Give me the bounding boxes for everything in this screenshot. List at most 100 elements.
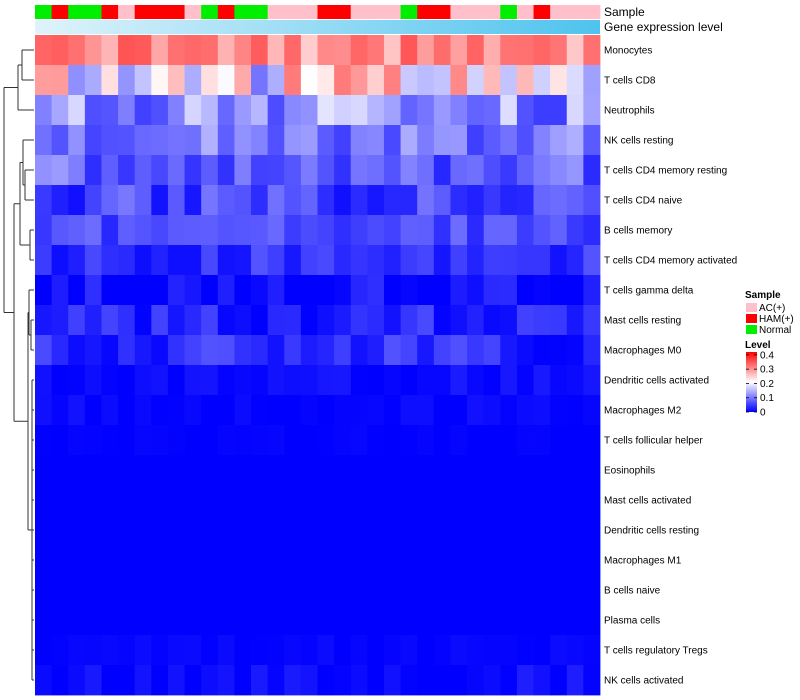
heatmap-cell bbox=[300, 95, 318, 126]
heatmap-cell bbox=[500, 95, 518, 126]
level-tick-label: 0.2 bbox=[760, 379, 774, 390]
heatmap-cell bbox=[483, 335, 501, 366]
heatmap-cell bbox=[566, 515, 584, 546]
heatmap-cell bbox=[516, 365, 534, 396]
heatmap-cell bbox=[267, 605, 285, 636]
heatmap-cell bbox=[583, 275, 601, 306]
heatmap-cell bbox=[151, 605, 169, 636]
heatmap-cell bbox=[400, 395, 418, 426]
heatmap-cell bbox=[51, 545, 69, 576]
row-label: Plasma cells bbox=[604, 616, 660, 627]
heatmap-cell bbox=[35, 485, 53, 516]
heatmap-cell bbox=[35, 545, 53, 576]
heatmap-cell bbox=[251, 635, 269, 666]
heatmap-cell bbox=[84, 245, 102, 276]
heatmap-cell bbox=[184, 335, 202, 366]
sample-annotation-cell bbox=[184, 5, 202, 19]
legend-swatch-ac bbox=[746, 303, 757, 312]
heatmap-cell bbox=[267, 575, 285, 606]
heatmap-cell bbox=[234, 305, 252, 336]
heatmap-cell bbox=[334, 665, 352, 696]
heatmap-cell bbox=[251, 275, 269, 306]
heatmap-cell bbox=[84, 635, 102, 666]
heatmap-cell bbox=[267, 485, 285, 516]
heatmap-cell bbox=[450, 635, 468, 666]
heatmap-cell bbox=[51, 305, 69, 336]
heatmap-cell bbox=[566, 215, 584, 246]
heatmap-cell bbox=[566, 575, 584, 606]
heatmap-cell bbox=[118, 215, 136, 246]
heatmap-cell bbox=[550, 575, 568, 606]
heatmap-cell bbox=[118, 485, 136, 516]
heatmap-cell bbox=[550, 125, 568, 156]
heatmap-cell bbox=[234, 245, 252, 276]
heatmap-cell bbox=[217, 425, 235, 456]
row-label: NK cells activated bbox=[604, 676, 683, 687]
heatmap-cell bbox=[566, 395, 584, 426]
heatmap-cell bbox=[550, 485, 568, 516]
heatmap-cell bbox=[167, 575, 185, 606]
heatmap-cell bbox=[151, 575, 169, 606]
heatmap-cell bbox=[367, 485, 385, 516]
heatmap-cell bbox=[350, 95, 368, 126]
heatmap-cell bbox=[367, 215, 385, 246]
heatmap-cell bbox=[251, 665, 269, 696]
heatmap-cell bbox=[184, 95, 202, 126]
heatmap-cell bbox=[417, 185, 435, 216]
heatmap-cell bbox=[433, 485, 451, 516]
heatmap-cell bbox=[167, 155, 185, 186]
heatmap-cell bbox=[118, 275, 136, 306]
heatmap-cell bbox=[367, 95, 385, 126]
heatmap-cell bbox=[35, 35, 53, 66]
heatmap-cell bbox=[367, 155, 385, 186]
heatmap-cell bbox=[68, 35, 86, 66]
heatmap-cell bbox=[400, 635, 418, 666]
row-label: Dendritic cells resting bbox=[604, 526, 699, 537]
heatmap-cell bbox=[101, 185, 119, 216]
heatmap-cell bbox=[101, 155, 119, 186]
heatmap-cell bbox=[583, 395, 601, 426]
heatmap-cell bbox=[583, 335, 601, 366]
heatmap-cell bbox=[350, 515, 368, 546]
heatmap-cell bbox=[284, 365, 302, 396]
heatmap-cell bbox=[234, 215, 252, 246]
heatmap-cell bbox=[84, 305, 102, 336]
heatmap-cell bbox=[284, 545, 302, 576]
row-label: T cells follicular helper bbox=[604, 436, 703, 447]
heatmap-cell bbox=[101, 365, 119, 396]
heatmap-cell bbox=[167, 545, 185, 576]
heatmap-cell bbox=[450, 215, 468, 246]
row-label: T cells gamma delta bbox=[604, 286, 694, 297]
heatmap-cell bbox=[284, 455, 302, 486]
heatmap-cell bbox=[201, 35, 219, 66]
heatmap-cell bbox=[334, 185, 352, 216]
heatmap-cell bbox=[500, 185, 518, 216]
heatmap-cell bbox=[350, 215, 368, 246]
sample-annotation-cell bbox=[483, 5, 501, 19]
heatmap-cell bbox=[467, 575, 485, 606]
heatmap-cell bbox=[500, 305, 518, 336]
heatmap-cell bbox=[516, 575, 534, 606]
heatmap-cell bbox=[383, 245, 401, 276]
heatmap-cell bbox=[334, 215, 352, 246]
heatmap-cell bbox=[51, 125, 69, 156]
heatmap-cell bbox=[184, 365, 202, 396]
heatmap-cell bbox=[184, 245, 202, 276]
heatmap-cell bbox=[450, 665, 468, 696]
heatmap-cell bbox=[550, 605, 568, 636]
heatmap-cell bbox=[550, 395, 568, 426]
heatmap-cell bbox=[367, 245, 385, 276]
heatmap-cell bbox=[550, 365, 568, 396]
heatmap-cell bbox=[35, 125, 53, 156]
heatmap-cell bbox=[467, 125, 485, 156]
heatmap-cell bbox=[300, 455, 318, 486]
heatmap-cell bbox=[234, 275, 252, 306]
heatmap-cell bbox=[417, 65, 435, 96]
heatmap-cell bbox=[51, 515, 69, 546]
heatmap-cell bbox=[433, 335, 451, 366]
heatmap-cell bbox=[367, 125, 385, 156]
heatmap-cell bbox=[300, 425, 318, 456]
heatmap-cell bbox=[516, 635, 534, 666]
column-annotations bbox=[35, 5, 601, 34]
row-label: Macrophages M0 bbox=[604, 346, 682, 357]
